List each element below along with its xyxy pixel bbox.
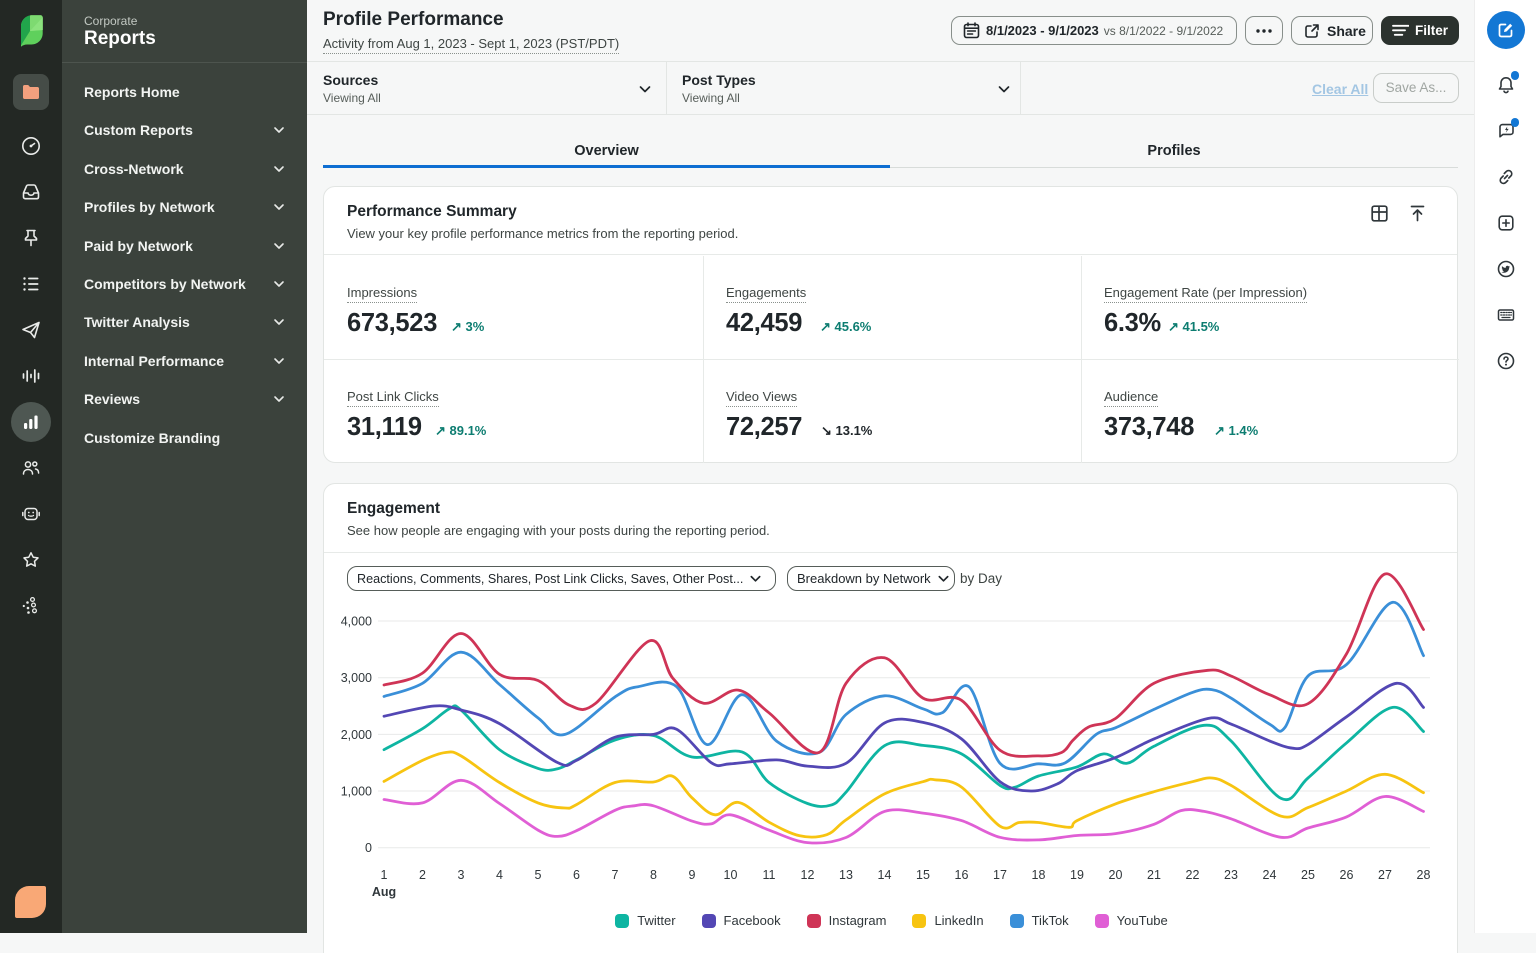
svg-text:4: 4: [496, 868, 503, 882]
svg-text:9: 9: [689, 868, 696, 882]
svg-text:18: 18: [1032, 868, 1046, 882]
svg-text:20: 20: [1109, 868, 1123, 882]
svg-text:27: 27: [1378, 868, 1392, 882]
svg-text:21: 21: [1147, 868, 1161, 882]
svg-text:10: 10: [724, 868, 738, 882]
svg-text:8: 8: [650, 868, 657, 882]
svg-text:23: 23: [1224, 868, 1238, 882]
svg-text:28: 28: [1417, 868, 1431, 882]
svg-text:3,000: 3,000: [341, 671, 372, 685]
svg-text:13: 13: [839, 868, 853, 882]
svg-text:5: 5: [535, 868, 542, 882]
svg-text:3: 3: [458, 868, 465, 882]
svg-text:4,000: 4,000: [341, 615, 372, 629]
svg-text:0: 0: [365, 841, 372, 855]
svg-text:2: 2: [419, 868, 426, 882]
svg-text:15: 15: [916, 868, 930, 882]
svg-text:22: 22: [1186, 868, 1200, 882]
svg-text:24: 24: [1263, 868, 1277, 882]
svg-text:2,000: 2,000: [341, 728, 372, 742]
svg-text:25: 25: [1301, 868, 1315, 882]
svg-text:17: 17: [993, 868, 1007, 882]
svg-text:1,000: 1,000: [341, 785, 372, 799]
svg-text:11: 11: [763, 868, 776, 882]
svg-text:26: 26: [1340, 868, 1354, 882]
svg-text:12: 12: [801, 868, 815, 882]
svg-text:Aug: Aug: [372, 885, 396, 899]
svg-text:16: 16: [955, 868, 969, 882]
svg-text:6: 6: [573, 868, 580, 882]
svg-text:7: 7: [612, 868, 619, 882]
svg-text:14: 14: [878, 868, 892, 882]
svg-text:19: 19: [1070, 868, 1084, 882]
svg-text:1: 1: [381, 868, 388, 882]
